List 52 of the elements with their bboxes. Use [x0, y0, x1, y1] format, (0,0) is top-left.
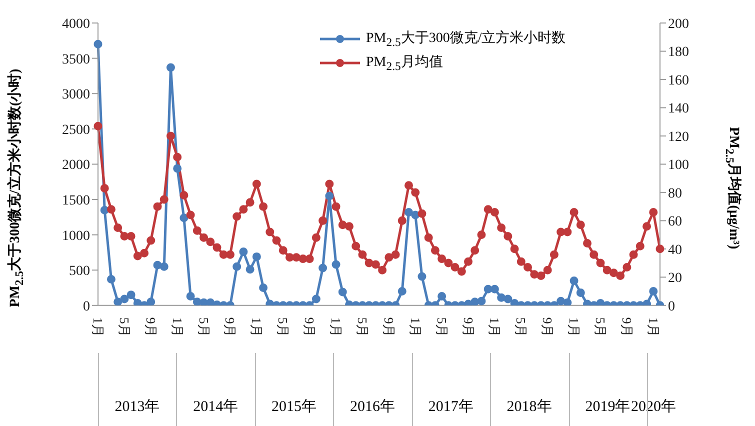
y2-tick-label: 200 — [668, 16, 689, 32]
y2-tick-label: 140 — [668, 102, 689, 117]
x-tick-label: 1月 — [328, 317, 344, 337]
x-tick-label: 5月 — [196, 317, 212, 337]
x-tick-label: 1月 — [170, 317, 185, 337]
y2-tick-label: 180 — [668, 45, 689, 60]
y2-tick-label: 100 — [668, 158, 689, 174]
text: 2019年 — [585, 398, 630, 416]
legend-label: PM$_{2.5}$月均值 — [366, 54, 443, 73]
x-tick-label: 9月 — [222, 317, 238, 337]
x-tick-label: 1月 — [408, 317, 423, 337]
text: 2013年 — [114, 398, 160, 416]
y-tick-label: 4000 — [62, 16, 90, 32]
x-tick-label: 1月 — [566, 317, 582, 337]
y-tick-label: 1000 — [62, 228, 90, 244]
y2-tick-label: 120 — [668, 130, 689, 145]
y2-tick-label: 0 — [668, 299, 675, 314]
text: 2016年 — [350, 398, 395, 416]
text: 2015年 — [272, 398, 317, 416]
y2-tick-label: 40 — [668, 242, 682, 258]
x-tick-label: 1月 — [249, 317, 264, 337]
y-tick-label: 3000 — [62, 88, 90, 103]
y-tick-label: 3500 — [62, 52, 90, 68]
x-tick-label: 5月 — [276, 317, 291, 337]
x-tick-label: 5月 — [592, 317, 608, 337]
y-tick-label: 2000 — [62, 158, 90, 174]
y2-tick-label: 20 — [668, 271, 682, 286]
text: 2018年 — [506, 398, 552, 416]
x-tick-label: 1月 — [90, 317, 106, 337]
x-tick-label: 5月 — [116, 317, 132, 337]
x-tick-label: 5月 — [514, 317, 529, 337]
x-tick-label: 9月 — [540, 317, 556, 337]
text: 2014年 — [193, 398, 238, 416]
y-tick-label: 2500 — [62, 122, 90, 138]
y-tick-label: 1500 — [62, 193, 90, 208]
y2-tick-label: 60 — [668, 214, 682, 230]
x-tick-label: 5月 — [434, 317, 450, 337]
y-tick-label: 0 — [83, 299, 90, 314]
x-tick-label: 9月 — [460, 317, 476, 337]
x-tick-label: 9月 — [143, 317, 158, 337]
y-tick-label: 500 — [69, 264, 90, 280]
x-tick-label: 5月 — [354, 317, 370, 337]
x-tick-label: 1月 — [487, 317, 502, 337]
x-tick-label: 9月 — [302, 317, 318, 337]
text: 2017年 — [428, 398, 474, 416]
legend-label: PM$_{2.5}$大于300微克/立方米小时数 — [366, 29, 566, 49]
text: 2020年 — [630, 398, 676, 416]
y2-tick-label: 160 — [668, 73, 689, 88]
y2-tick-label: 80 — [668, 186, 682, 202]
x-tick-label: 1月 — [646, 317, 661, 337]
x-tick-label: 9月 — [619, 317, 634, 337]
x-tick-label: 9月 — [381, 317, 396, 337]
